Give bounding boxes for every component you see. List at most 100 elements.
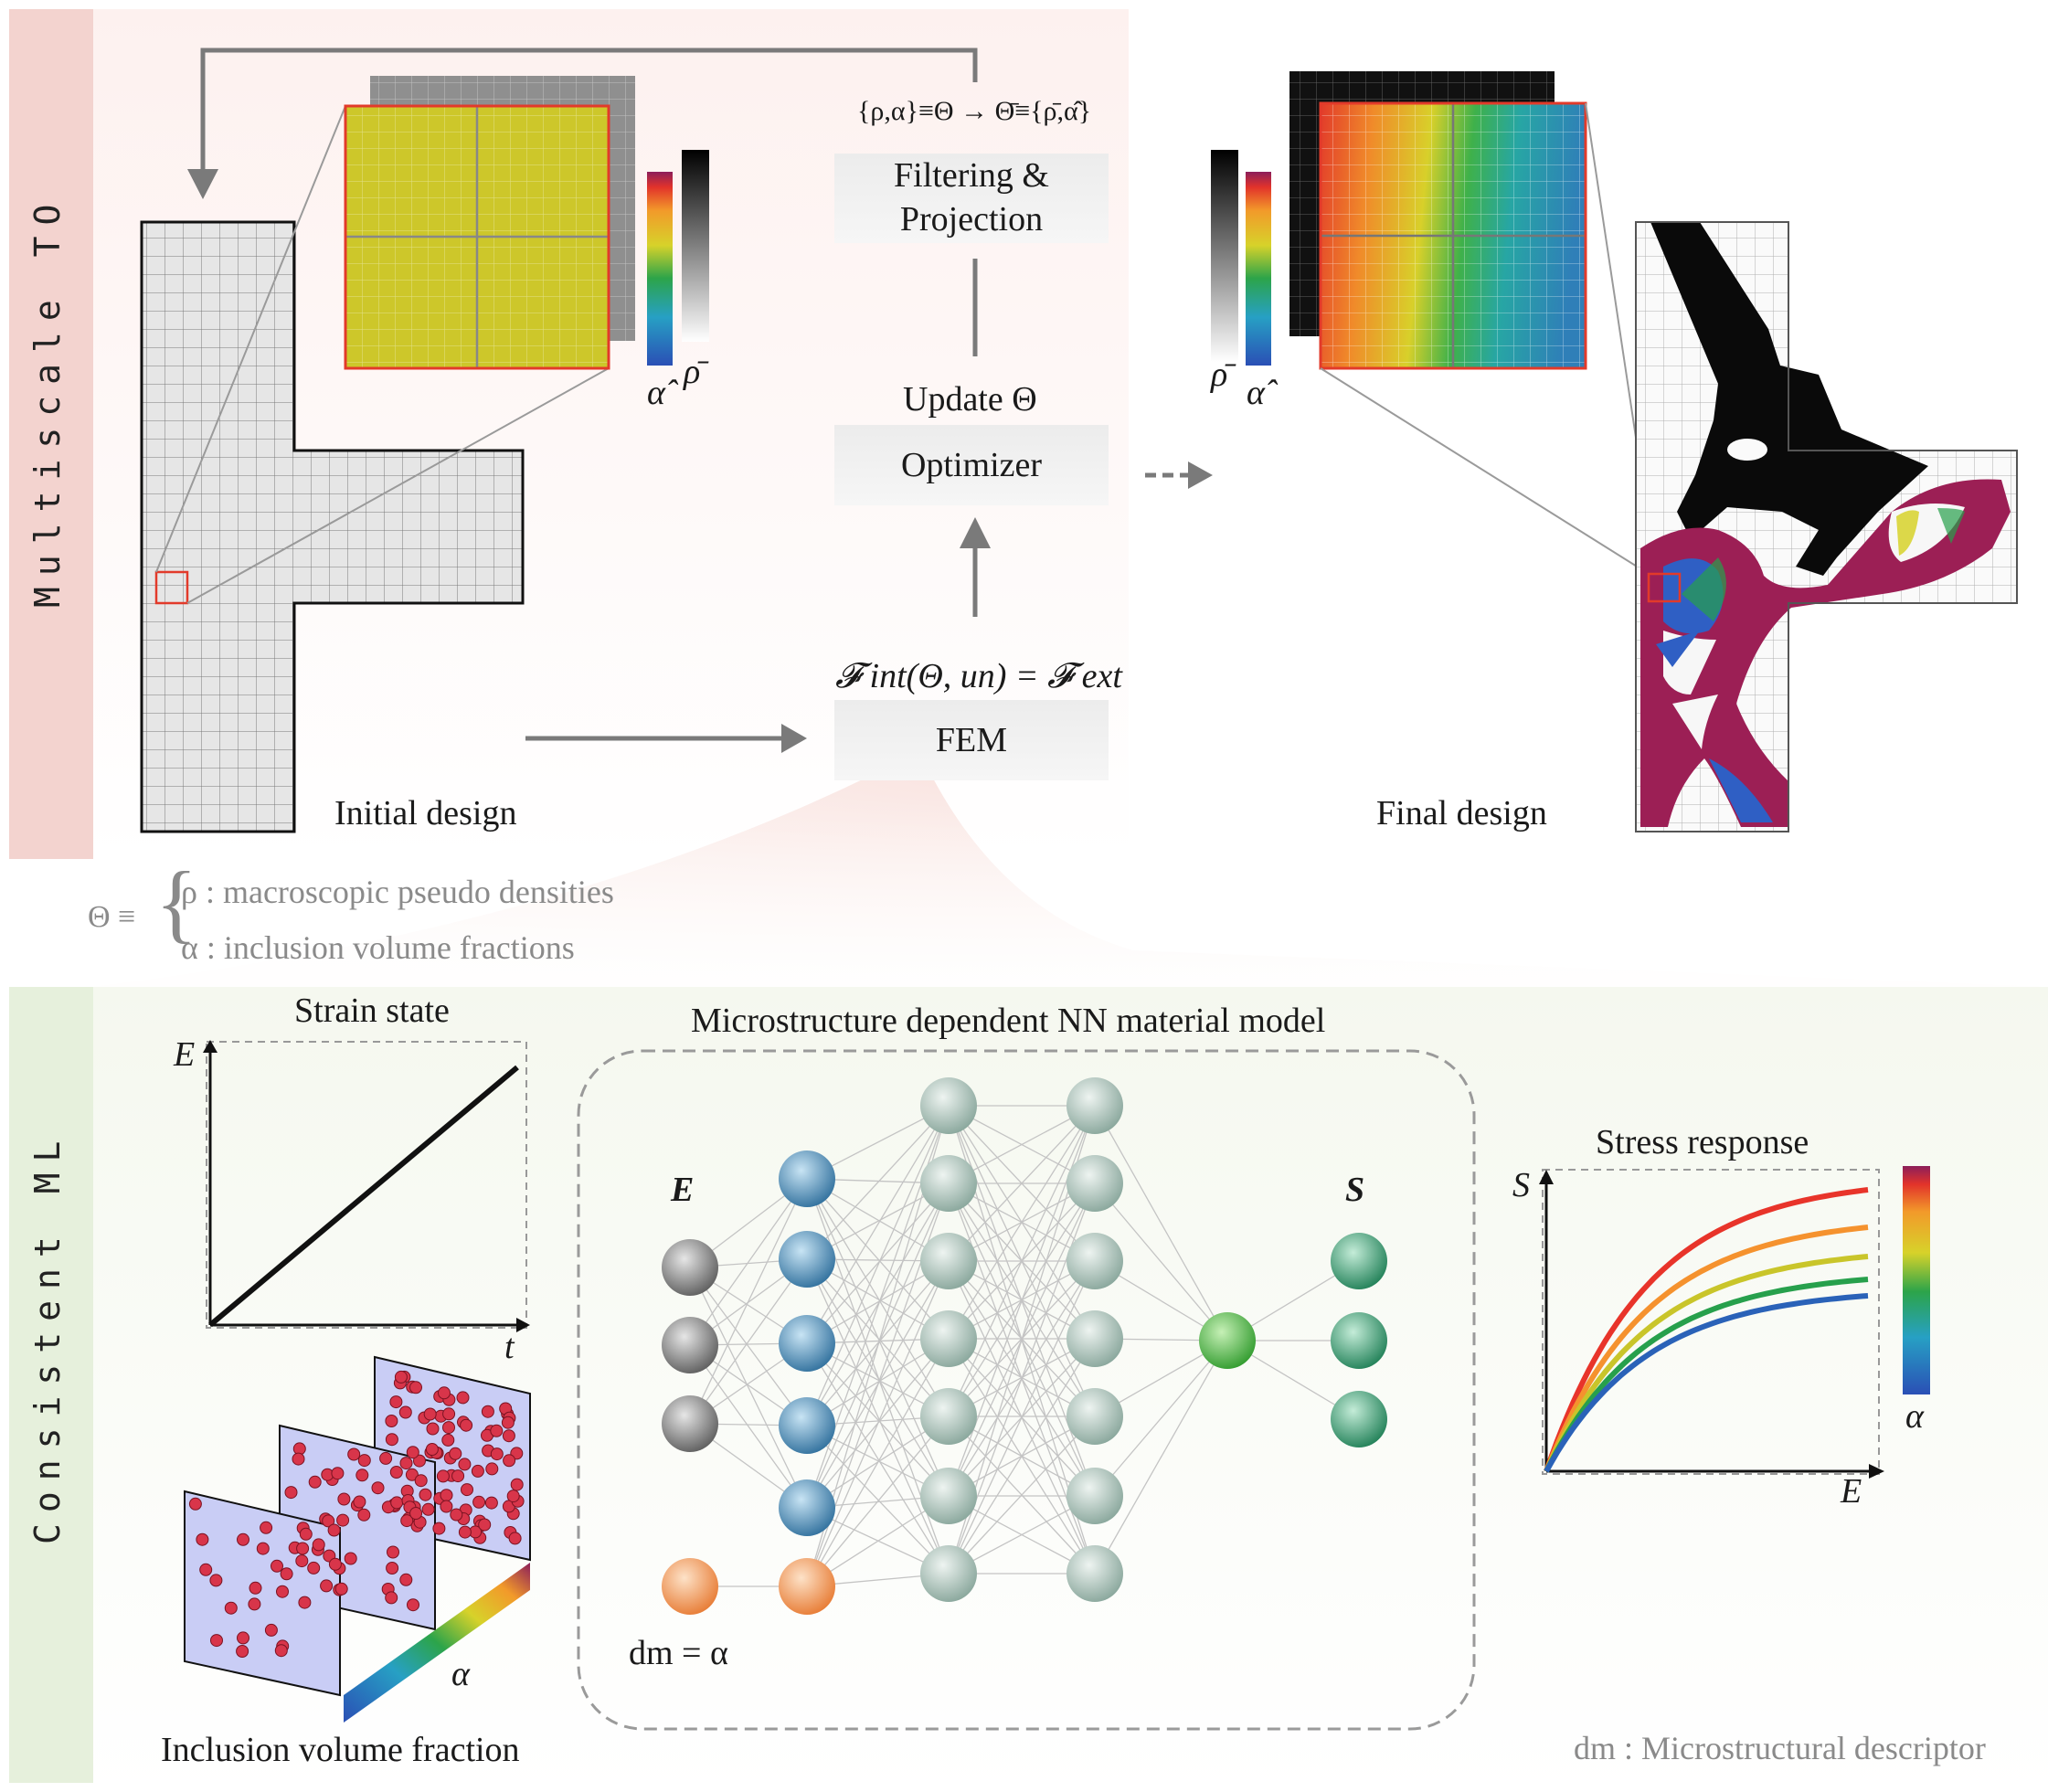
inclusion-dot [385,1415,398,1427]
fem-equation: 𝓕 int(Θ, un) = 𝓕 ext [835,657,1122,695]
nn-edge [806,1105,950,1260]
final-zoom-cell [1289,71,1661,602]
inclusion-dot [248,1597,261,1611]
theta-definition-rho: ρ : macroscopic pseudo densities [181,874,614,910]
inclusion-dot [490,1424,504,1437]
inclusion-dot [394,1370,408,1384]
nn-node-layer-1 [779,1479,835,1536]
strain-state-plot [203,1040,530,1332]
inclusion-dot [328,1557,342,1571]
inclusion-alpha-label: α [451,1655,470,1693]
nn-edge [806,1182,950,1344]
nn-node-layer-2 [920,1310,977,1367]
inclusion-title: Inclusion volume fraction [161,1731,520,1769]
inclusion-dot [334,1582,348,1596]
inclusion-dot [490,1447,504,1461]
inclusion-dot [481,1405,494,1418]
inclusion-dot [331,1467,345,1480]
inclusion-dot [409,1507,423,1520]
nn-node-layer-2 [920,1545,977,1602]
nn-edge [1094,1340,1228,1497]
inclusion-dot [209,1574,223,1587]
inclusion-dot [308,1475,322,1489]
filtering-line-1: Filtering & [894,156,1049,195]
inclusion-dot [237,1532,249,1546]
inclusion-dot [398,1405,412,1419]
nn-node-layer-0 [662,1239,718,1296]
nn-edge [806,1258,950,1575]
final-rho-colorbar-label: ρ̄ [1211,355,1228,394]
inclusion-dot [451,1469,465,1483]
optimizer-box: Optimizer [834,425,1109,505]
nn-edge [948,1416,1096,1575]
strain-state-title: Strain state [294,991,450,1030]
inclusion-dot [327,1523,341,1537]
final-design-topology [1635,221,2018,832]
fem-box: FEM [834,700,1109,780]
inclusion-dot [210,1634,223,1648]
nn-node-layer-2 [920,1233,977,1289]
nn-edge [806,1425,950,1575]
inclusion-dot [472,1495,486,1509]
inclusion-dot [400,1514,414,1528]
inclusion-dot [436,1469,450,1483]
multiscale-to-label: Multiscale TO [27,193,68,608]
inclusion-dot [458,1458,472,1471]
nn-node-layer-1 [779,1231,835,1288]
inclusion-dot [503,1454,516,1468]
inclusion-dot [237,1631,249,1645]
inclusion-dot [461,1483,473,1497]
inclusion-dot [357,1508,371,1522]
nn-node-layer-1 [779,1315,835,1372]
inclusion-dot [344,1552,357,1565]
nn-edge [948,1260,1096,1575]
inclusion-dot [405,1468,419,1481]
inclusion-dot [399,1457,413,1470]
inclusion-dot [264,1623,278,1637]
inclusion-dot [260,1521,273,1534]
nn-edge [689,1178,808,1425]
nn-node-descriptor [662,1558,718,1615]
inclusion-dot [249,1581,262,1595]
inclusion-dot [280,1567,293,1581]
final-design-label: Final design [1376,794,1547,832]
nn-title: Microstructure dependent NN material mod… [691,1002,1326,1040]
nn-edge [689,1178,808,1346]
inclusion-dot [295,1554,309,1568]
inclusion-dot [389,1466,403,1479]
nn-edge [948,1105,1096,1417]
inclusion-dot [196,1532,209,1546]
nn-node-layer-3 [1066,1310,1123,1367]
inclusion-dot [409,1381,422,1394]
nn-edge [689,1258,808,1425]
inclusion-dot [274,1644,288,1658]
inclusion-dot [440,1489,453,1502]
nn-node-layer-5 [1331,1391,1387,1447]
inclusion-dot [484,1496,498,1510]
nn-node-layer-2 [920,1155,977,1212]
inclusion-dot [506,1490,520,1503]
inclusion-dot [307,1561,321,1575]
inclusion-dot [298,1596,312,1609]
nn-node-descriptor [779,1558,835,1615]
nn-edge [689,1267,808,1509]
optimizer-text: Optimizer [900,446,1043,484]
inclusion-dot [256,1542,270,1555]
inclusion-dot [432,1522,446,1535]
inclusion-dot [442,1421,455,1435]
nn-node-layer-3 [1066,1233,1123,1289]
inclusion-dot [449,1447,462,1460]
nn-edge [948,1338,1096,1575]
theta-definition-prefix: Θ ≡ [88,900,136,934]
inclusion-dot [390,1496,404,1510]
nn-node-layer-3 [1066,1545,1123,1602]
nn-edge [806,1342,950,1575]
stress-y-label: S [1512,1166,1530,1204]
inclusion-dot [414,1474,428,1488]
initial-alpha-colorbar-label: α̂ [647,374,665,412]
strain-line [208,1065,519,1328]
nn-node-layer-2 [920,1077,977,1134]
inclusion-dot [320,1579,334,1593]
nn-node-layer-3 [1066,1388,1123,1445]
